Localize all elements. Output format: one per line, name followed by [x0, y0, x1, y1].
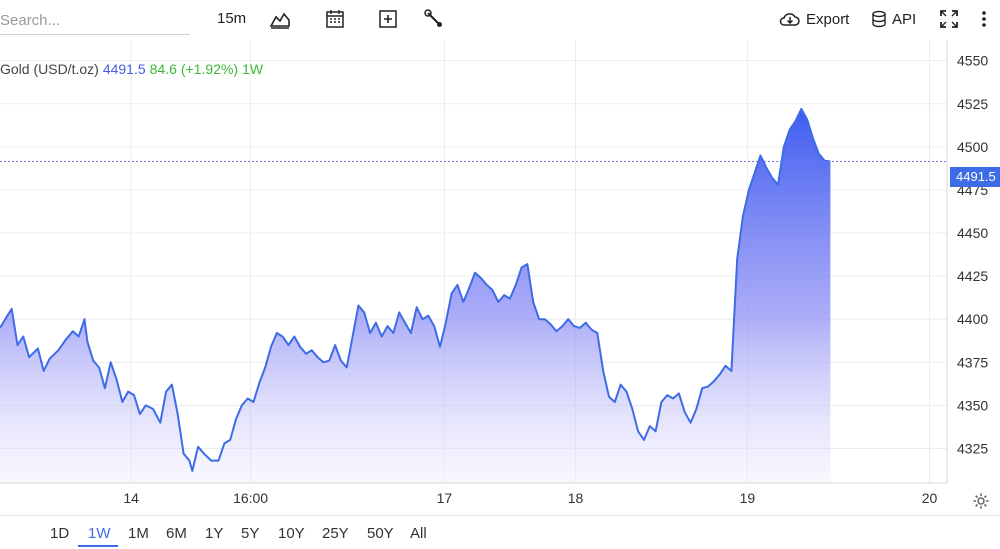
database-icon — [872, 10, 886, 28]
y-tick-label: 4450 — [957, 225, 988, 241]
price-chart[interactable]: 4325435043754400442544504475450045254550… — [0, 0, 1000, 515]
range-button-all[interactable]: All — [410, 525, 427, 542]
price-area — [0, 108, 831, 484]
x-tick-label: 18 — [568, 490, 584, 506]
api-button[interactable]: API — [871, 8, 916, 30]
range-button-25y[interactable]: 25Y — [322, 525, 349, 542]
cloud-download-icon — [779, 13, 800, 26]
chart-legend: Gold (USD/t.oz) 4491.5 84.6 (+1.92%) 1W — [0, 61, 263, 77]
legend-price: 4491.5 — [102, 61, 146, 77]
range-selector: 1D 1W 1M 6M 1Y 5Y 10Y 25Y 50Y All — [0, 515, 1000, 549]
more-vertical-icon[interactable] — [977, 8, 991, 30]
export-label: Export — [806, 10, 850, 28]
range-button-1w[interactable]: 1W — [88, 525, 111, 542]
x-tick-label: 19 — [740, 490, 756, 506]
range-button-1m[interactable]: 1M — [128, 525, 149, 542]
api-label: API — [892, 10, 917, 28]
chart-type-icon[interactable] — [269, 8, 291, 30]
y-tick-label: 4525 — [957, 96, 988, 112]
wrench-icon[interactable] — [423, 8, 445, 30]
range-button-50y[interactable]: 50Y — [367, 525, 394, 542]
toolbar: 15m Export API — [0, 0, 1000, 40]
search-input[interactable] — [0, 6, 190, 35]
y-tick-label: 4425 — [957, 268, 988, 284]
x-tick-label: 16:00 — [233, 490, 268, 506]
export-button[interactable]: Export — [779, 8, 849, 30]
active-range-indicator — [78, 545, 118, 547]
y-tick-label: 4500 — [957, 139, 988, 155]
x-tick-label: 17 — [437, 490, 453, 506]
range-button-10y[interactable]: 10Y — [278, 525, 305, 542]
legend-percent: (+1.92%) — [180, 61, 239, 77]
instrument-label: Gold (USD/t.oz) — [0, 61, 99, 77]
x-tick-label: 20 — [922, 490, 938, 506]
y-tick-label: 4350 — [957, 397, 988, 413]
x-tick-label: 14 — [123, 490, 139, 506]
calendar-icon[interactable] — [324, 8, 346, 30]
legend-change: 84.6 — [149, 61, 177, 77]
y-tick-label: 4550 — [957, 53, 988, 69]
add-indicator-icon[interactable] — [377, 8, 399, 30]
legend-range: 1W — [242, 61, 264, 77]
range-button-6m[interactable]: 6M — [166, 525, 187, 542]
fullscreen-icon[interactable] — [938, 8, 960, 30]
last-price-badge: 4491.5 — [950, 167, 1000, 187]
price-line — [0, 107, 831, 472]
y-tick-label: 4400 — [957, 311, 988, 327]
interval-selector[interactable]: 15m — [217, 10, 247, 27]
x-axis: 14 16:00 17 18 19 20 — [123, 490, 937, 506]
y-tick-label: 4325 — [957, 441, 988, 457]
range-button-5y[interactable]: 5Y — [241, 525, 260, 542]
gear-icon[interactable] — [972, 492, 990, 510]
range-button-1y[interactable]: 1Y — [205, 525, 224, 542]
y-tick-label: 4375 — [957, 354, 988, 370]
range-button-1d[interactable]: 1D — [50, 525, 70, 542]
